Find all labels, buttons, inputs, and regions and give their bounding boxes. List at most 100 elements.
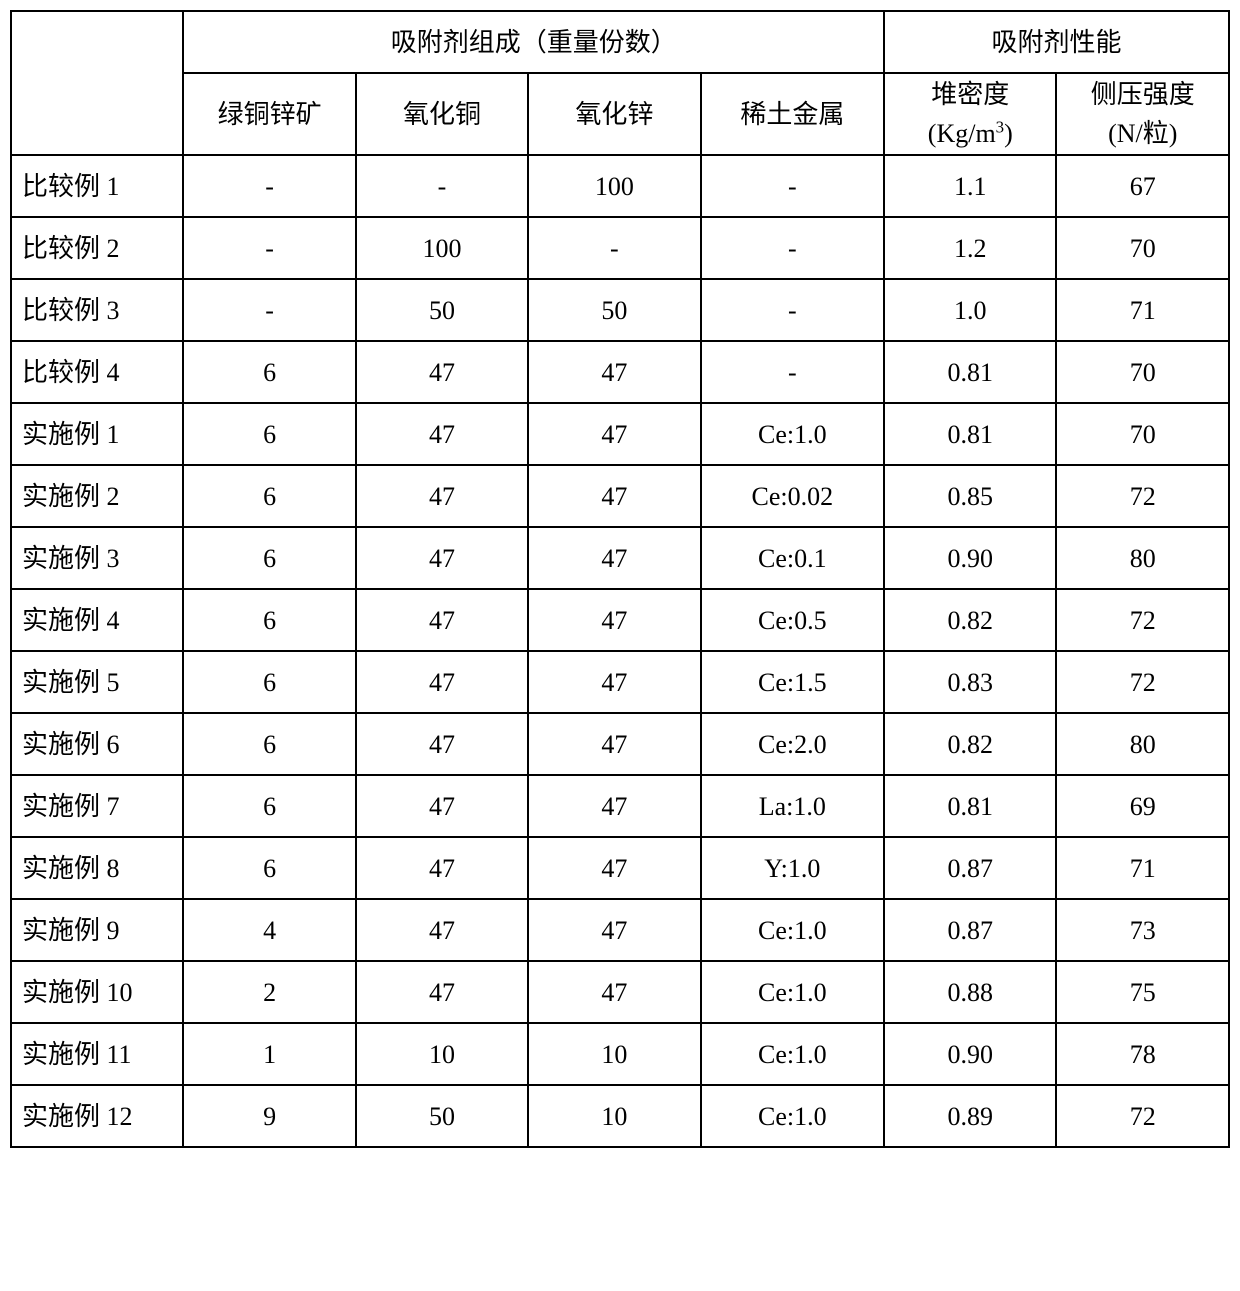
- row-label: 实施例 11: [11, 1023, 183, 1085]
- cell-c4: -: [701, 217, 885, 279]
- cell-c3: -: [528, 217, 700, 279]
- cell-c2: 47: [356, 837, 528, 899]
- header-group-composition: 吸附剂组成（重量份数）: [183, 11, 884, 73]
- cell-c3: 47: [528, 899, 700, 961]
- cell-c5: 0.89: [884, 1085, 1056, 1147]
- cell-c5: 1.0: [884, 279, 1056, 341]
- cell-c1: 6: [183, 651, 355, 713]
- cell-c6: 71: [1056, 279, 1229, 341]
- row-label: 实施例 9: [11, 899, 183, 961]
- cell-c3: 47: [528, 465, 700, 527]
- row-label: 实施例 10: [11, 961, 183, 1023]
- header-col-crush-strength: 侧压强度 (N/粒): [1056, 73, 1229, 155]
- cell-c2: 47: [356, 651, 528, 713]
- table-body: 比较例 1--100-1.167比较例 2-100--1.270比较例 3-50…: [11, 155, 1229, 1147]
- header-crush-strength-unit: (N/粒): [1108, 119, 1177, 148]
- cell-c6: 67: [1056, 155, 1229, 217]
- cell-c5: 0.83: [884, 651, 1056, 713]
- cell-c4: Ce:0.5: [701, 589, 885, 651]
- cell-c4: Ce:1.0: [701, 961, 885, 1023]
- cell-c3: 10: [528, 1023, 700, 1085]
- table-row: 实施例 264747Ce:0.020.8572: [11, 465, 1229, 527]
- table-row: 实施例 164747Ce:1.00.8170: [11, 403, 1229, 465]
- cell-c2: 47: [356, 961, 528, 1023]
- cell-c3: 47: [528, 403, 700, 465]
- cell-c2: 47: [356, 465, 528, 527]
- row-label: 实施例 1: [11, 403, 183, 465]
- cell-c2: 10: [356, 1023, 528, 1085]
- cell-c1: 6: [183, 837, 355, 899]
- header-crush-strength-label: 侧压强度: [1091, 80, 1195, 109]
- cell-c6: 75: [1056, 961, 1229, 1023]
- cell-c4: Ce:1.0: [701, 899, 885, 961]
- cell-c3: 47: [528, 341, 700, 403]
- cell-c3: 47: [528, 961, 700, 1023]
- row-label: 比较例 1: [11, 155, 183, 217]
- cell-c1: 6: [183, 775, 355, 837]
- cell-c2: 47: [356, 527, 528, 589]
- cell-c6: 70: [1056, 217, 1229, 279]
- cell-c5: 1.2: [884, 217, 1056, 279]
- cell-c6: 72: [1056, 1085, 1229, 1147]
- cell-c1: 6: [183, 589, 355, 651]
- cell-c6: 80: [1056, 527, 1229, 589]
- cell-c1: 6: [183, 403, 355, 465]
- cell-c2: 47: [356, 713, 528, 775]
- cell-c6: 78: [1056, 1023, 1229, 1085]
- row-label: 实施例 5: [11, 651, 183, 713]
- cell-c6: 69: [1056, 775, 1229, 837]
- cell-c3: 47: [528, 837, 700, 899]
- cell-c5: 0.85: [884, 465, 1056, 527]
- table-row: 实施例 1295010Ce:1.00.8972: [11, 1085, 1229, 1147]
- cell-c5: 0.88: [884, 961, 1056, 1023]
- cell-c6: 71: [1056, 837, 1229, 899]
- cell-c1: -: [183, 155, 355, 217]
- cell-c2: -: [356, 155, 528, 217]
- cell-c3: 47: [528, 713, 700, 775]
- table-row: 比较例 2-100--1.270: [11, 217, 1229, 279]
- table-row: 实施例 364747Ce:0.10.9080: [11, 527, 1229, 589]
- cell-c1: 2: [183, 961, 355, 1023]
- cell-c4: Ce:1.0: [701, 403, 885, 465]
- cell-c1: -: [183, 279, 355, 341]
- header-bulk-density-unit-suffix: ): [1004, 119, 1013, 148]
- cell-c5: 0.90: [884, 1023, 1056, 1085]
- cell-c4: -: [701, 155, 885, 217]
- cell-c6: 80: [1056, 713, 1229, 775]
- cell-c1: 6: [183, 341, 355, 403]
- cell-c5: 0.81: [884, 341, 1056, 403]
- row-label: 实施例 6: [11, 713, 183, 775]
- header-bulk-density-unit-prefix: (Kg/m: [928, 119, 996, 148]
- cell-c4: Ce:0.02: [701, 465, 885, 527]
- cell-c4: Ce:1.0: [701, 1023, 885, 1085]
- header-col-bulk-density: 堆密度 (Kg/m3): [884, 73, 1056, 155]
- row-label: 实施例 2: [11, 465, 183, 527]
- cell-c1: -: [183, 217, 355, 279]
- header-group-performance: 吸附剂性能: [884, 11, 1229, 73]
- cell-c5: 0.82: [884, 589, 1056, 651]
- cell-c1: 6: [183, 527, 355, 589]
- row-label: 比较例 2: [11, 217, 183, 279]
- cell-c6: 70: [1056, 403, 1229, 465]
- cell-c4: Ce:2.0: [701, 713, 885, 775]
- cell-c2: 100: [356, 217, 528, 279]
- cell-c2: 47: [356, 899, 528, 961]
- cell-c4: Y:1.0: [701, 837, 885, 899]
- cell-c3: 50: [528, 279, 700, 341]
- cell-c4: La:1.0: [701, 775, 885, 837]
- cell-c5: 0.82: [884, 713, 1056, 775]
- table-row: 实施例 564747Ce:1.50.8372: [11, 651, 1229, 713]
- table-row: 实施例 464747Ce:0.50.8272: [11, 589, 1229, 651]
- cell-c3: 47: [528, 775, 700, 837]
- row-label: 实施例 3: [11, 527, 183, 589]
- header-blank: [11, 11, 183, 155]
- row-label: 比较例 3: [11, 279, 183, 341]
- row-label: 实施例 4: [11, 589, 183, 651]
- adsorbent-table: 吸附剂组成（重量份数） 吸附剂性能 绿铜锌矿 氧化铜 氧化锌 稀土金属 堆密度 …: [10, 10, 1230, 1148]
- cell-c4: Ce:1.0: [701, 1085, 885, 1147]
- cell-c5: 0.81: [884, 403, 1056, 465]
- cell-c6: 73: [1056, 899, 1229, 961]
- cell-c5: 0.87: [884, 899, 1056, 961]
- header-col-cuo: 氧化铜: [356, 73, 528, 155]
- header-bulk-density-label: 堆密度: [931, 80, 1009, 109]
